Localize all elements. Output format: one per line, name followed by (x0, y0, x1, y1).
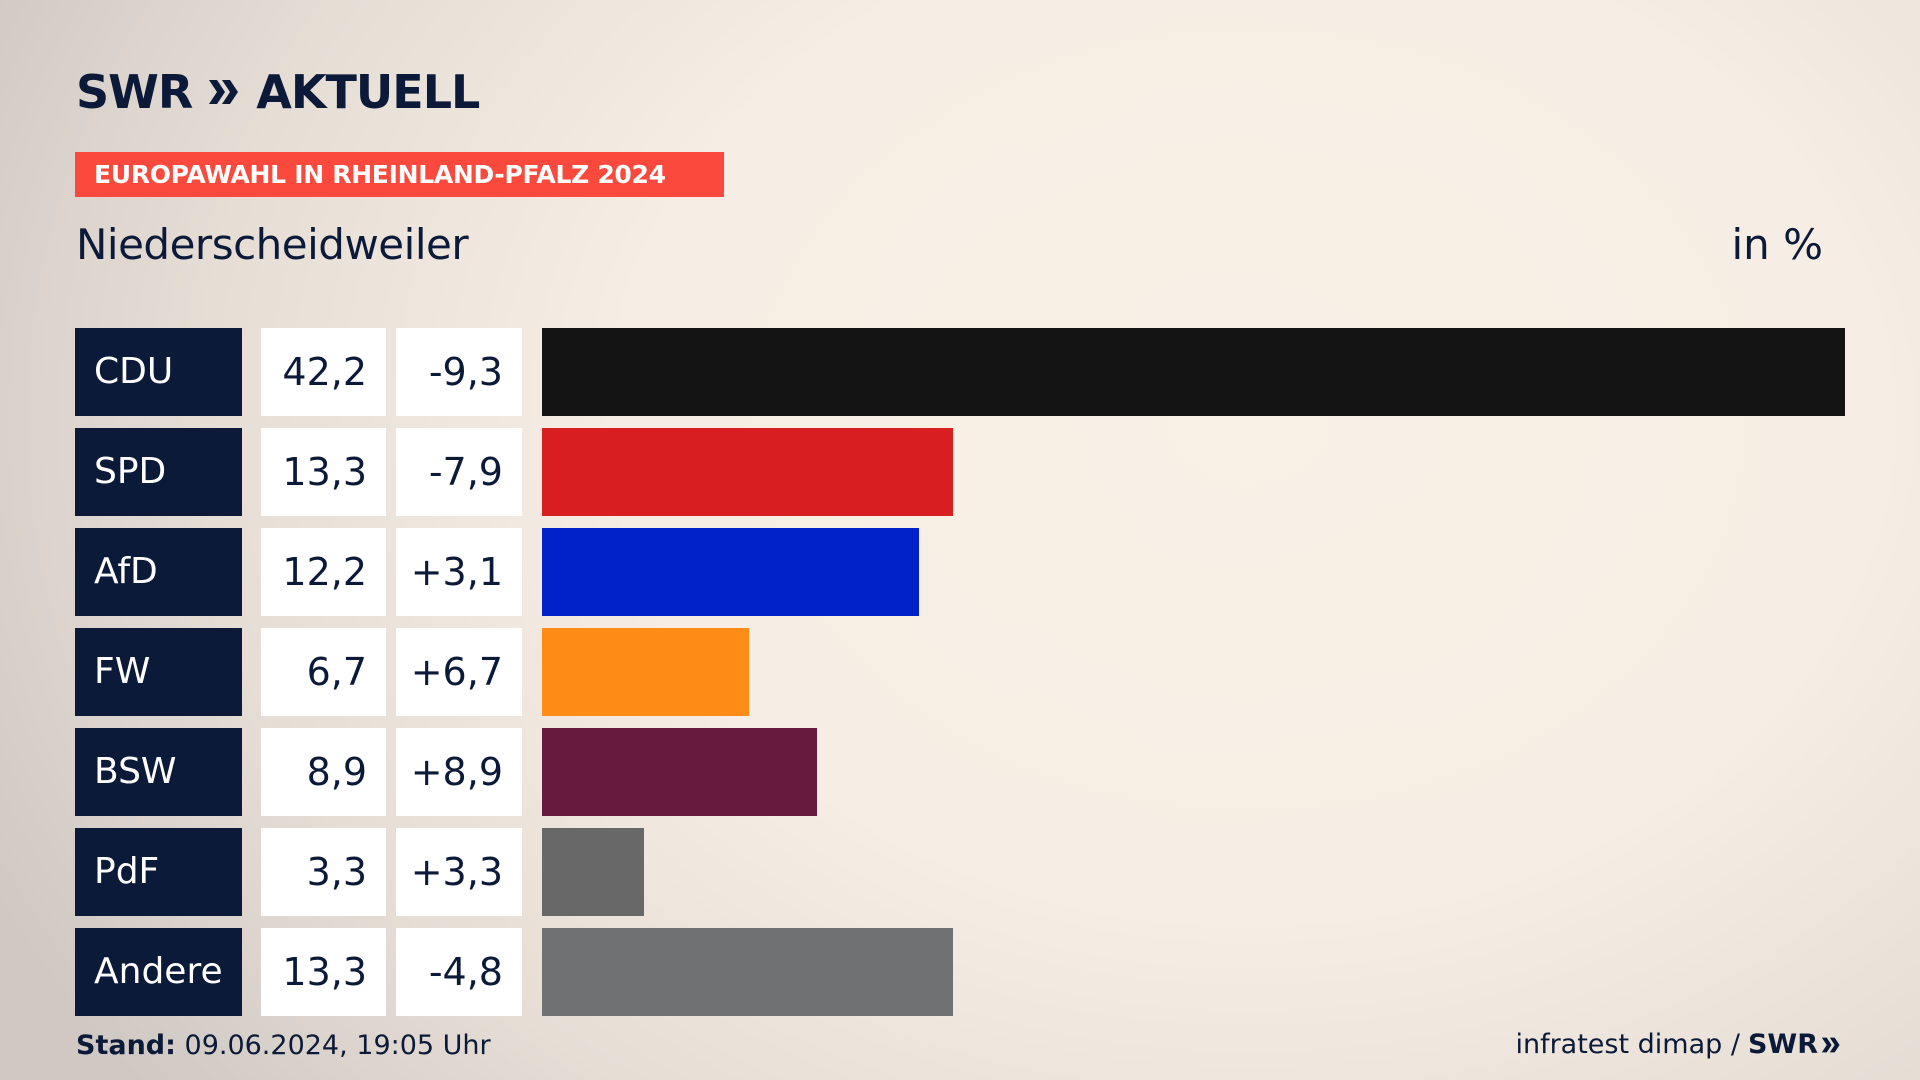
party-name: AfD (75, 528, 242, 616)
stand-value: 09.06.2024, 19:05 Uhr (184, 1030, 491, 1061)
logo-aktuell-text: AKTUELL (256, 65, 480, 119)
result-bar (542, 828, 644, 916)
party-row: AfD 12,2 +3,1 (75, 528, 1845, 616)
party-value: 8,9 (261, 728, 386, 816)
party-name: FW (75, 628, 242, 716)
election-banner: EUROPAWAHL IN RHEINLAND-PFALZ 2024 (75, 152, 724, 197)
party-diff: +8,9 (396, 728, 522, 816)
party-diff: +3,3 (396, 828, 522, 916)
party-value: 3,3 (261, 828, 386, 916)
footer-swr-text: SWR (1747, 1029, 1818, 1060)
party-value: 6,7 (261, 628, 386, 716)
party-row: SPD 13,3 -7,9 (75, 428, 1845, 516)
party-row: FW 6,7 +6,7 (75, 628, 1845, 716)
logo-swr-text: SWR (76, 65, 193, 119)
stand-label: Stand: (76, 1030, 176, 1061)
result-bar (542, 328, 1845, 416)
party-value: 13,3 (261, 428, 386, 516)
party-name: PdF (75, 828, 242, 916)
result-bar (542, 728, 817, 816)
result-bar (542, 928, 953, 1016)
party-name: SPD (75, 428, 242, 516)
party-row: Andere 13,3 -4,8 (75, 928, 1845, 1016)
source-text: infratest dimap / (1515, 1029, 1740, 1060)
party-diff: -7,9 (396, 428, 522, 516)
party-diff: -4,8 (396, 928, 522, 1016)
party-name: CDU (75, 328, 242, 416)
party-diff: -9,3 (396, 328, 522, 416)
result-bar (542, 428, 953, 516)
footer-swr-logo: SWR (1748, 1029, 1842, 1060)
party-row: PdF 3,3 +3,3 (75, 828, 1845, 916)
party-value: 12,2 (261, 528, 386, 616)
result-bar (542, 528, 919, 616)
party-value: 42,2 (261, 328, 386, 416)
result-bar (542, 628, 749, 716)
double-chevron-icon (209, 80, 239, 104)
footer-double-chevron-icon (1821, 1037, 1840, 1052)
swr-aktuell-logo: SWR AKTUELL (76, 64, 480, 120)
place-title: Niederscheidweiler (76, 220, 469, 269)
party-value: 13,3 (261, 928, 386, 1016)
party-name: Andere (75, 928, 242, 1016)
party-row: BSW 8,9 +8,9 (75, 728, 1845, 816)
timestamp: Stand: 09.06.2024, 19:05 Uhr (76, 1030, 491, 1061)
party-diff: +6,7 (396, 628, 522, 716)
party-name: BSW (75, 728, 242, 816)
party-row: CDU 42,2 -9,3 (75, 328, 1845, 416)
unit-label: in % (1731, 220, 1823, 269)
party-diff: +3,1 (396, 528, 522, 616)
source-credit: infratest dimap / SWR (1515, 1029, 1842, 1060)
